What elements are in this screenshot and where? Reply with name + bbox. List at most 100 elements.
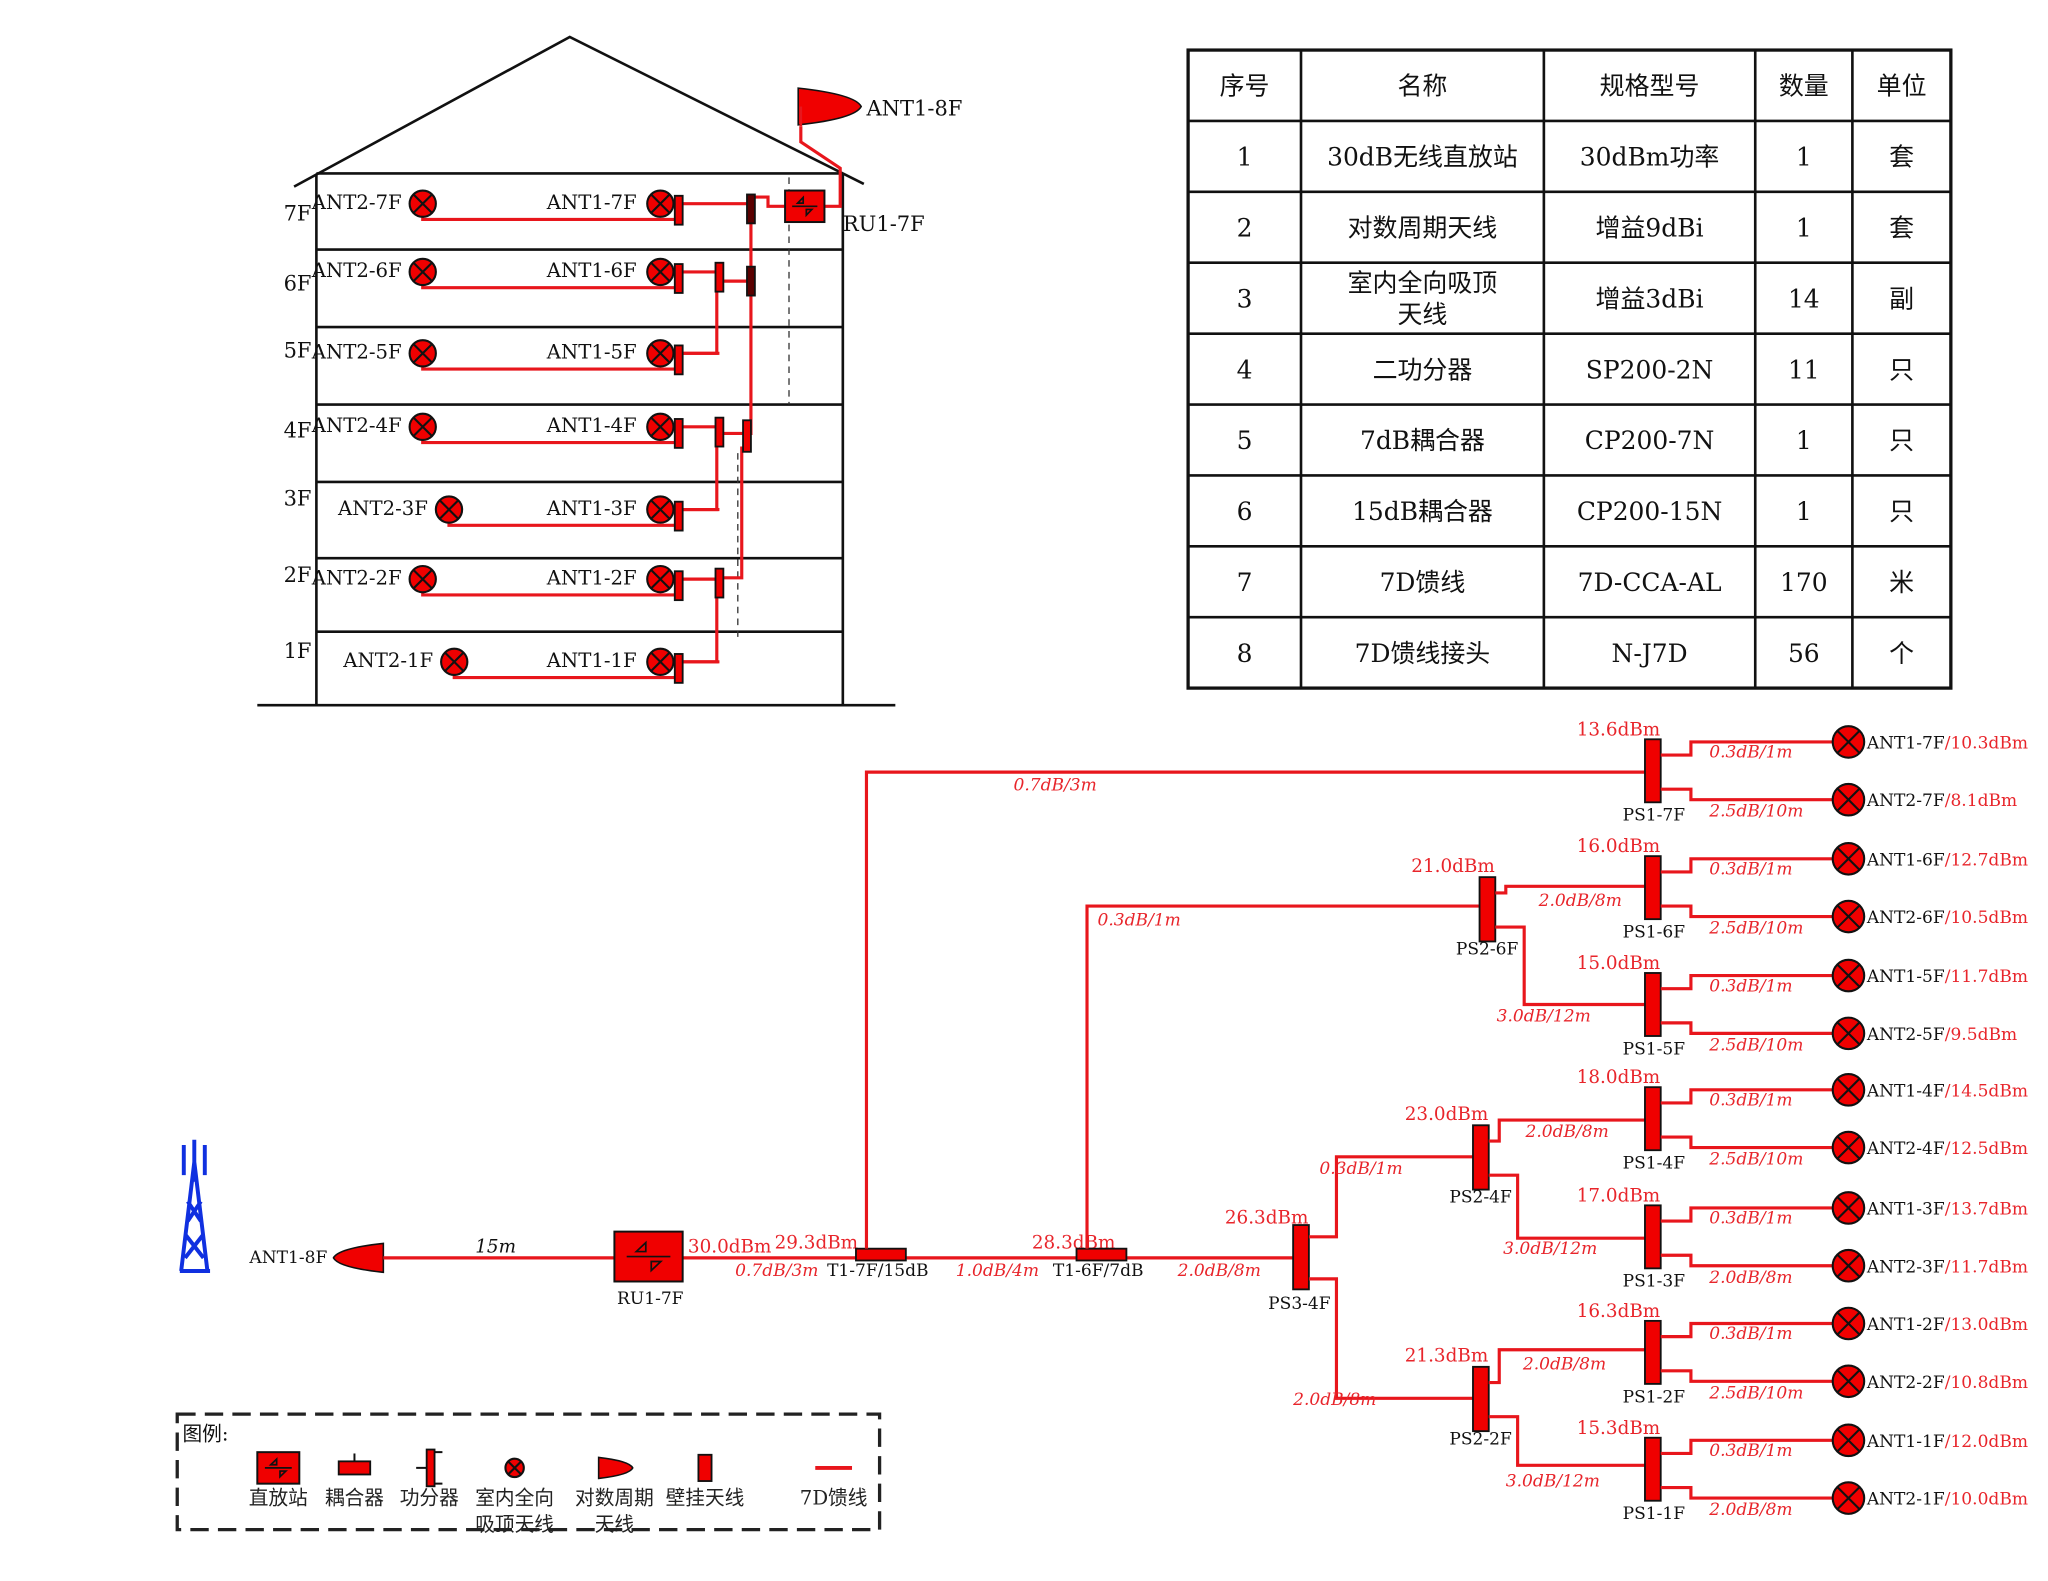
antenna-cross bbox=[412, 416, 433, 437]
cell-line: 序号 bbox=[1220, 72, 1270, 101]
table-cell: 1 bbox=[1796, 497, 1812, 526]
wall-antenna-icon bbox=[673, 570, 684, 602]
table-cell: 增益3dBi bbox=[1596, 284, 1704, 313]
roof-antenna-label: ANT1-8F bbox=[865, 97, 962, 121]
ceiling-antenna-icon bbox=[408, 339, 437, 368]
splitter-icon bbox=[1478, 876, 1497, 943]
legend-label: 室内全向吸顶天线 bbox=[475, 1487, 554, 1536]
loss-label: 0.3dB/1m bbox=[1709, 743, 1792, 763]
table-cell: 7D-CCA-AL bbox=[1578, 568, 1722, 597]
feeder-line bbox=[1488, 1348, 1645, 1385]
loss-label: 2.0dB/8m bbox=[1708, 1268, 1792, 1288]
antenna-cross bbox=[650, 193, 671, 214]
log-periodic-antenna-icon bbox=[332, 1242, 385, 1274]
splitter-icon bbox=[1644, 1319, 1662, 1385]
level-label: 15.0dBm bbox=[1577, 953, 1661, 974]
antenna-level-label: ANT2-5F/9.5dBm bbox=[1866, 1025, 2017, 1045]
splitter-group: 16.0dBm PS1-6F2.0dB/8m 0.3dB/1m ANT1-6F/12.… bbox=[1538, 836, 2028, 942]
cell-line: 11 bbox=[1788, 355, 1820, 384]
splitter-icon bbox=[1644, 1436, 1662, 1502]
amplifier-glyph bbox=[626, 1240, 671, 1273]
table-cell: 4 bbox=[1237, 355, 1253, 384]
table-header: 名称 bbox=[1398, 72, 1448, 101]
splitter-label: PS1-4F bbox=[1623, 1154, 1686, 1174]
repeater-icon bbox=[256, 1451, 301, 1485]
antenna-cross bbox=[439, 499, 459, 520]
log-periodic-antenna-icon bbox=[597, 1456, 634, 1480]
antenna-label: ANT2-5F bbox=[311, 341, 402, 364]
level-label: 21.3dBm bbox=[1405, 1346, 1489, 1367]
antenna-label: ANT2-7F bbox=[311, 191, 402, 214]
antenna-feeder bbox=[1660, 1088, 1833, 1105]
table-cell: 3 bbox=[1237, 284, 1253, 313]
loss-label: 0.3dB/1m bbox=[1098, 911, 1181, 931]
ceiling-antenna-icon bbox=[408, 412, 437, 442]
loss-label: 2.0dB/8m bbox=[1292, 1390, 1376, 1410]
antenna-label: ANT1-7F bbox=[546, 191, 637, 214]
antenna-label: ANT2-2F bbox=[311, 566, 402, 589]
table-cell: 个 bbox=[1889, 639, 1914, 668]
table-cell: N-J7D bbox=[1612, 639, 1688, 668]
level-label: 18.0dBm bbox=[1577, 1067, 1661, 1088]
ceiling-antenna-icon bbox=[1831, 1423, 1866, 1458]
coupler-icon bbox=[337, 1453, 372, 1476]
antenna-cross bbox=[1836, 1196, 1861, 1220]
received-level: /10.5dBm bbox=[1945, 908, 2028, 928]
coupler-icon bbox=[746, 193, 756, 225]
repeater-icon bbox=[784, 189, 826, 224]
feeder-line bbox=[754, 195, 786, 208]
antenna-level-label: ANT2-3F/11.7dBm bbox=[1866, 1257, 2028, 1277]
loss-label: 2.0dB/8m bbox=[1524, 1122, 1608, 1142]
cell-line: 8 bbox=[1237, 639, 1253, 668]
loss-label: 0.3dB/1m bbox=[1709, 1324, 1792, 1344]
splitter-group: 18.0dBm PS1-4F 2.0dB/8m 0.3dB/1m ANT1-4F/14.… bbox=[1524, 1067, 2028, 1173]
roof-feeder bbox=[799, 126, 842, 208]
ceiling-antenna-icon bbox=[1831, 1073, 1866, 1107]
antenna-level-label: ANT2-4F/12.5dBm bbox=[1866, 1139, 2028, 1159]
amplifier-glyph bbox=[792, 195, 818, 218]
tower-lattice bbox=[179, 1139, 211, 1273]
antenna-level-label: ANT1-6F/12.7dBm bbox=[1866, 850, 2028, 870]
table-cell: 增益9dBi bbox=[1596, 213, 1704, 242]
antenna-name: ANT1-6F bbox=[1866, 850, 1945, 870]
antenna-feeder bbox=[1660, 1021, 1833, 1035]
cell-line: 3 bbox=[1237, 284, 1253, 313]
antenna-cross bbox=[412, 193, 433, 214]
antenna-cross bbox=[507, 1460, 522, 1476]
level-label: 21.0dBm bbox=[1411, 856, 1495, 877]
loss-label: 3.0dB/12m bbox=[1503, 1239, 1597, 1259]
antenna-level-label: ANT1-2F/13.0dBm bbox=[1866, 1315, 2028, 1335]
antenna-cross bbox=[1836, 1135, 1861, 1160]
table-cell: 30dBm功率 bbox=[1580, 143, 1720, 172]
feeder-line bbox=[1495, 884, 1645, 895]
antenna-feeder bbox=[1660, 1486, 1833, 1500]
splitter-label: PS1-5F bbox=[1623, 1039, 1686, 1059]
cell-line: 规格型号 bbox=[1600, 72, 1700, 101]
loss-label: 0.3dB/1m bbox=[1709, 860, 1792, 880]
splitter-icon bbox=[1644, 738, 1662, 804]
cell-line: 天线 bbox=[1398, 300, 1448, 329]
ceiling-antenna-icon bbox=[440, 647, 469, 677]
received-level: /12.0dBm bbox=[1945, 1432, 2028, 1452]
table-cell: 7 bbox=[1237, 568, 1253, 597]
wall-antenna-icon bbox=[697, 1453, 713, 1482]
table-cell: SP200-2N bbox=[1586, 355, 1714, 384]
loss-label: 2.0dB/8m bbox=[1708, 1500, 1792, 1520]
received-level: /13.0dBm bbox=[1945, 1315, 2028, 1335]
table-cell: 6 bbox=[1237, 497, 1253, 526]
antenna-label: ANT2-1F bbox=[342, 649, 433, 672]
ceiling-antenna-icon bbox=[1831, 1191, 1866, 1225]
feeder-line bbox=[1488, 1173, 1645, 1240]
table-cell: 7dB耦合器 bbox=[1360, 426, 1485, 455]
antenna-cross bbox=[412, 569, 433, 590]
table-cell: 1 bbox=[1796, 213, 1812, 242]
cell-line: 单位 bbox=[1877, 72, 1927, 101]
cell-line: 56 bbox=[1788, 639, 1820, 668]
received-level: /8.1dBm bbox=[1945, 791, 2017, 811]
loss-label: 0.3dB/1m bbox=[1319, 1159, 1402, 1179]
cell-line: 14 bbox=[1788, 284, 1820, 313]
splitter-label: PS3-4F bbox=[1268, 1294, 1331, 1314]
antenna-cross bbox=[1836, 1428, 1861, 1453]
cell-line: 7D馈线 bbox=[1380, 568, 1466, 597]
